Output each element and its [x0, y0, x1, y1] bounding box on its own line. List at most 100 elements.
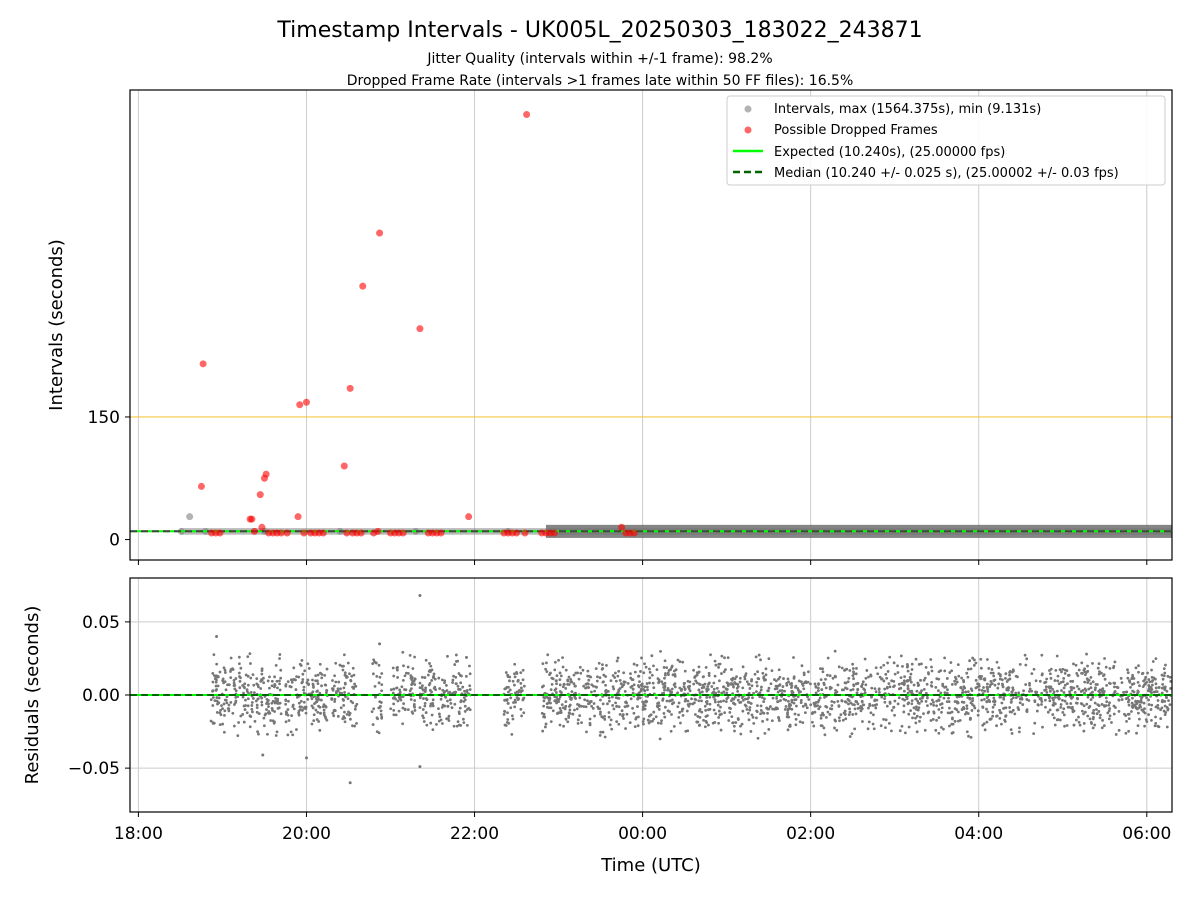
residual-point	[223, 671, 227, 674]
residual-point	[1062, 691, 1066, 694]
residual-point	[1105, 684, 1108, 687]
residual-point	[266, 732, 269, 736]
residual-point	[284, 702, 288, 706]
residual-point	[504, 671, 508, 674]
residual-point	[1154, 682, 1158, 686]
residual-point	[717, 721, 721, 725]
residual-point	[1077, 715, 1080, 719]
residual-point	[867, 675, 870, 679]
residual-point	[976, 713, 980, 717]
residual-point	[778, 689, 782, 693]
residual-point	[614, 671, 617, 675]
residual-point	[843, 713, 847, 716]
residual-point	[1040, 703, 1043, 706]
residual-point	[838, 719, 841, 723]
residual-point	[986, 689, 990, 693]
residual-point	[238, 679, 242, 683]
residual-point	[962, 701, 966, 704]
residual-point	[1001, 682, 1004, 686]
residual-point	[1052, 704, 1055, 707]
residual-point	[615, 720, 619, 724]
residual-point	[522, 684, 526, 688]
residual-point	[620, 685, 624, 689]
residual-point	[1137, 664, 1140, 668]
residual-point	[662, 666, 666, 669]
residual-point	[438, 687, 442, 690]
residual-point	[229, 700, 233, 704]
x-axis-label: Time (UTC)	[600, 855, 701, 876]
residual-point	[255, 706, 259, 710]
residual-point	[1151, 660, 1155, 663]
residual-point	[659, 649, 662, 653]
residual-point	[574, 671, 578, 675]
dropped-frame-point	[258, 523, 266, 531]
residual-point	[350, 674, 354, 678]
residual-point	[708, 707, 712, 711]
residual-point	[837, 705, 841, 708]
dropped-frame-point	[359, 282, 367, 290]
residual-point	[717, 662, 721, 666]
residual-point	[799, 701, 803, 705]
residual-point	[564, 686, 568, 690]
residual-point	[692, 682, 696, 686]
residual-point	[736, 685, 740, 688]
residual-point	[749, 730, 753, 733]
residual-point	[888, 685, 892, 689]
residual-point	[812, 724, 816, 728]
residual-point	[1014, 696, 1018, 700]
residual-point	[903, 675, 906, 679]
residual-point	[999, 695, 1002, 699]
residual-point	[244, 673, 248, 677]
residual-point	[657, 707, 661, 711]
residual-point	[460, 674, 463, 678]
residual-point	[604, 683, 607, 687]
residual-point	[238, 686, 242, 690]
residual-point	[616, 656, 620, 660]
residual-point	[1129, 685, 1132, 689]
residual-point	[392, 702, 396, 706]
residual-point	[801, 684, 805, 687]
residual-point	[860, 684, 863, 688]
residual-point	[722, 699, 726, 703]
residual-point	[1086, 714, 1090, 718]
residual-point	[513, 683, 516, 687]
residual-point	[318, 662, 322, 666]
residual-point	[237, 721, 240, 724]
residual-point	[575, 707, 579, 711]
residual-point	[709, 653, 712, 657]
residual-point	[658, 737, 662, 741]
residual-point	[279, 676, 283, 680]
residual-point	[568, 708, 572, 712]
residual-point	[641, 700, 645, 704]
residual-point	[724, 687, 728, 691]
residual-point	[877, 688, 881, 691]
residual-point	[223, 714, 226, 717]
residual-point	[341, 717, 345, 721]
residual-point	[623, 689, 627, 693]
residual-point	[971, 656, 975, 660]
residual-point	[234, 677, 238, 680]
residual-point	[1159, 717, 1163, 721]
residual-point	[1154, 721, 1158, 725]
residual-point	[930, 669, 934, 673]
residual-point	[223, 709, 227, 713]
residual-point	[745, 708, 749, 711]
residual-point	[846, 680, 850, 684]
residual-point	[698, 695, 702, 699]
residual-point	[218, 723, 222, 727]
residual-point	[764, 678, 768, 682]
residual-point	[1063, 699, 1067, 703]
residual-point	[579, 671, 583, 675]
residual-point	[1040, 672, 1044, 676]
residual-point	[229, 676, 233, 679]
residual-point	[464, 674, 468, 678]
residual-point	[788, 724, 791, 728]
residual-point	[237, 655, 241, 659]
residual-point	[814, 691, 818, 695]
residual-point	[981, 723, 985, 727]
residual-point	[777, 668, 781, 672]
residual-point	[767, 707, 771, 711]
residual-point	[856, 707, 860, 710]
residual-point	[648, 676, 652, 680]
residual-point	[786, 677, 790, 681]
